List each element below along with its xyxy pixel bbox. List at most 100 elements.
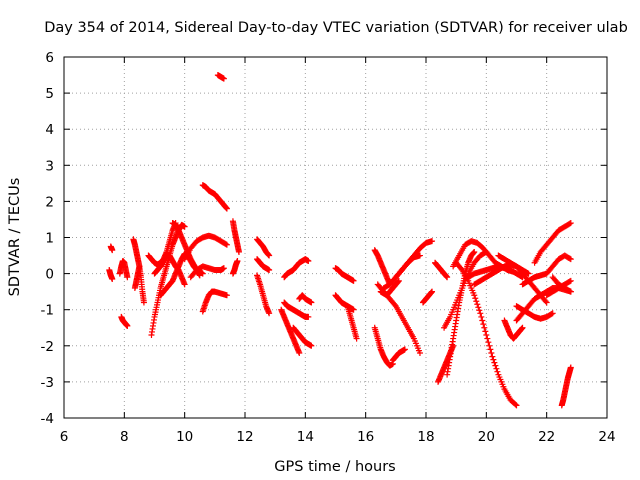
data-point <box>401 346 408 353</box>
data-point <box>395 277 402 284</box>
series-arc-13.6 <box>281 299 312 320</box>
series-arc-18.5 <box>435 342 457 385</box>
series-arc-18.8 <box>444 248 478 378</box>
x-tick-label: 16 <box>357 429 374 445</box>
data-point <box>444 274 451 281</box>
series-arc-17.3 <box>389 346 408 364</box>
data-point <box>492 362 499 369</box>
series-arc-19.8 <box>453 259 520 409</box>
data-point <box>482 328 489 335</box>
data-point <box>567 288 574 295</box>
data-point <box>489 353 496 360</box>
data-point <box>567 364 574 371</box>
series-arc-14.0 <box>296 292 315 306</box>
y-tick-label: -3 <box>41 375 54 391</box>
y-tick-label: -4 <box>41 411 54 427</box>
x-tick-label: 6 <box>60 429 69 445</box>
y-tick-label: 5 <box>45 86 54 102</box>
data-point <box>429 288 436 295</box>
data-point <box>484 335 491 342</box>
y-tick-label: -1 <box>41 303 54 319</box>
data-point <box>472 295 479 302</box>
data-point <box>481 324 488 331</box>
y-tick-label: 6 <box>45 50 54 66</box>
data-point <box>136 263 143 270</box>
data-point <box>524 269 531 276</box>
data-point <box>512 401 519 408</box>
data-point <box>416 350 423 357</box>
series-arc-12.5c <box>254 272 273 317</box>
data-point <box>479 317 486 324</box>
data-point <box>350 306 357 313</box>
data-point <box>548 310 555 317</box>
y-tick-label: 3 <box>45 158 54 174</box>
data-point <box>490 356 497 363</box>
data-point <box>549 310 556 317</box>
data-point <box>196 272 203 279</box>
data-point <box>305 313 312 320</box>
data-point <box>513 402 520 409</box>
data-point <box>220 75 227 82</box>
data-point <box>266 310 273 317</box>
x-tick-label: 20 <box>478 429 495 445</box>
data-point <box>471 248 478 255</box>
data-point <box>567 220 574 227</box>
series-arc-13.8 <box>290 324 315 349</box>
y-tick-label: 1 <box>45 231 54 247</box>
data-point <box>223 292 230 299</box>
x-tick-label: 18 <box>417 429 434 445</box>
series-arc-8.0b <box>116 257 131 281</box>
plot-frame <box>63 56 608 419</box>
series-arc-10.8 <box>199 182 230 212</box>
series-arc-21.0 <box>501 317 526 342</box>
data-point <box>566 220 573 227</box>
data-point <box>140 299 147 306</box>
y-tick-label: 2 <box>45 194 54 210</box>
data-point <box>391 301 398 308</box>
data-point <box>296 350 303 357</box>
series-arc-16.9 <box>377 277 402 299</box>
grid <box>64 57 607 418</box>
data-point <box>543 299 550 306</box>
data-point <box>478 313 485 320</box>
y-tick-label: 0 <box>45 267 54 283</box>
data-point <box>429 238 436 245</box>
data-point <box>458 265 465 272</box>
series-arc-22.8 <box>543 277 574 299</box>
series-arc-8.5 <box>131 263 143 292</box>
data-point <box>353 335 360 342</box>
x-tick-label: 10 <box>176 429 193 445</box>
series-arc-16.4b <box>371 324 396 369</box>
data-point <box>473 298 480 305</box>
data-marks <box>106 72 574 409</box>
data-point <box>566 278 573 285</box>
series-arc-10c <box>199 288 230 315</box>
data-point <box>223 205 230 212</box>
data-point <box>181 223 188 230</box>
data-point <box>476 307 483 314</box>
x-tick-label: 24 <box>598 429 615 445</box>
series-arc-22.0 <box>531 220 574 266</box>
series-arc-12.5a <box>254 236 273 259</box>
data-point <box>350 277 357 284</box>
data-point <box>486 342 493 349</box>
data-point <box>266 252 273 259</box>
series-arc-16.4a <box>371 247 393 288</box>
x-axis-label: GPS time / hours <box>274 459 395 475</box>
series-arc-21.8 <box>519 252 574 288</box>
data-point <box>471 292 478 299</box>
series-arc-22.7 <box>558 364 574 409</box>
data-point <box>488 350 495 357</box>
data-point <box>494 368 501 375</box>
data-point <box>487 346 494 353</box>
series-arc-15.5 <box>344 303 360 342</box>
series-rise-9a <box>148 221 188 338</box>
data-point <box>109 247 116 254</box>
chart-title: Day 354 of 2014, Sidereal Day-to-day VTE… <box>44 20 628 36</box>
series-drop-10.5 <box>169 220 203 279</box>
data-point <box>222 241 229 248</box>
data-point <box>491 359 498 366</box>
x-tick-label: 12 <box>236 429 253 445</box>
